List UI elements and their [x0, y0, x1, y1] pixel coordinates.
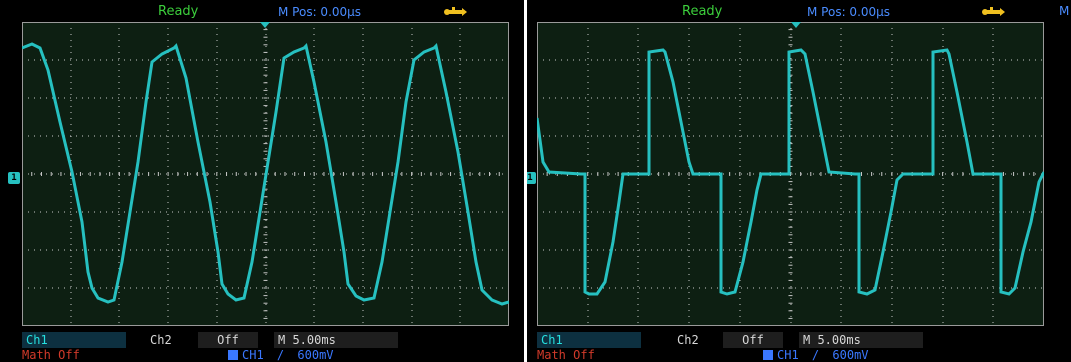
ch2-label[interactable]: Ch2: [677, 333, 699, 347]
ch2-state: Off: [723, 332, 783, 348]
timebase[interactable]: M 5.00ms: [799, 332, 923, 348]
trigger-slope: /: [276, 348, 285, 362]
math-status: Math Off: [537, 348, 595, 362]
ch1-ground-marker: 1: [8, 172, 20, 184]
waveform-display: [537, 22, 1044, 326]
trigger-info: CH1 / 600mV: [763, 348, 869, 362]
status-text: Ready: [682, 4, 723, 19]
trigger-position-marker: [260, 22, 270, 28]
trigger-icon: [228, 350, 238, 360]
trigger-source: CH1: [242, 348, 264, 362]
status-panel: Ch1 Ch2 Off M 5.00ms Math Off CH1 / 600m…: [0, 328, 524, 362]
timebase[interactable]: M 5.00ms: [274, 332, 398, 348]
ch1-ground-marker: 1: [527, 172, 536, 184]
oscilloscope-screen-left: Ready M Pos: 0.00µs 1 Ch1 Ch2 Off M 5.00…: [0, 0, 524, 362]
ch2-label[interactable]: Ch2: [150, 333, 172, 347]
ch1-label[interactable]: Ch1: [22, 332, 126, 348]
oscilloscope-screen-right: Ready M Pos: 0.00µs M 1 Ch1 Ch2 Off M 5.…: [527, 0, 1071, 362]
status-panel: Ch1 Ch2 Off M 5.00ms Math Off CH1 / 600m…: [527, 328, 1071, 362]
horizontal-position: M Pos: 0.00µs: [278, 5, 362, 19]
ch2-state: Off: [198, 332, 258, 348]
ch1-trace: [22, 42, 509, 306]
trigger-slope: /: [811, 348, 820, 362]
usb-icon: [982, 7, 1005, 16]
trigger-source: CH1: [777, 348, 799, 362]
trigger-position-marker: [791, 22, 801, 28]
math-status: Math Off: [22, 348, 80, 362]
trigger-level: 600mV: [297, 348, 334, 362]
usb-icon: [444, 7, 467, 16]
waveform-display: [22, 22, 509, 326]
ch1-trace: [537, 48, 1044, 296]
horizontal-position: M Pos: 0.00µs: [807, 5, 891, 19]
status-text: Ready: [158, 4, 199, 19]
trigger-icon: [763, 350, 773, 360]
trigger-info: CH1 / 600mV: [228, 348, 334, 362]
edge-label: M: [1059, 4, 1070, 18]
trigger-level: 600mV: [832, 348, 869, 362]
ch1-label[interactable]: Ch1: [537, 332, 641, 348]
header-bar: Ready M Pos: 0.00µs: [0, 0, 524, 22]
header-bar: Ready M Pos: 0.00µs M: [527, 0, 1071, 22]
